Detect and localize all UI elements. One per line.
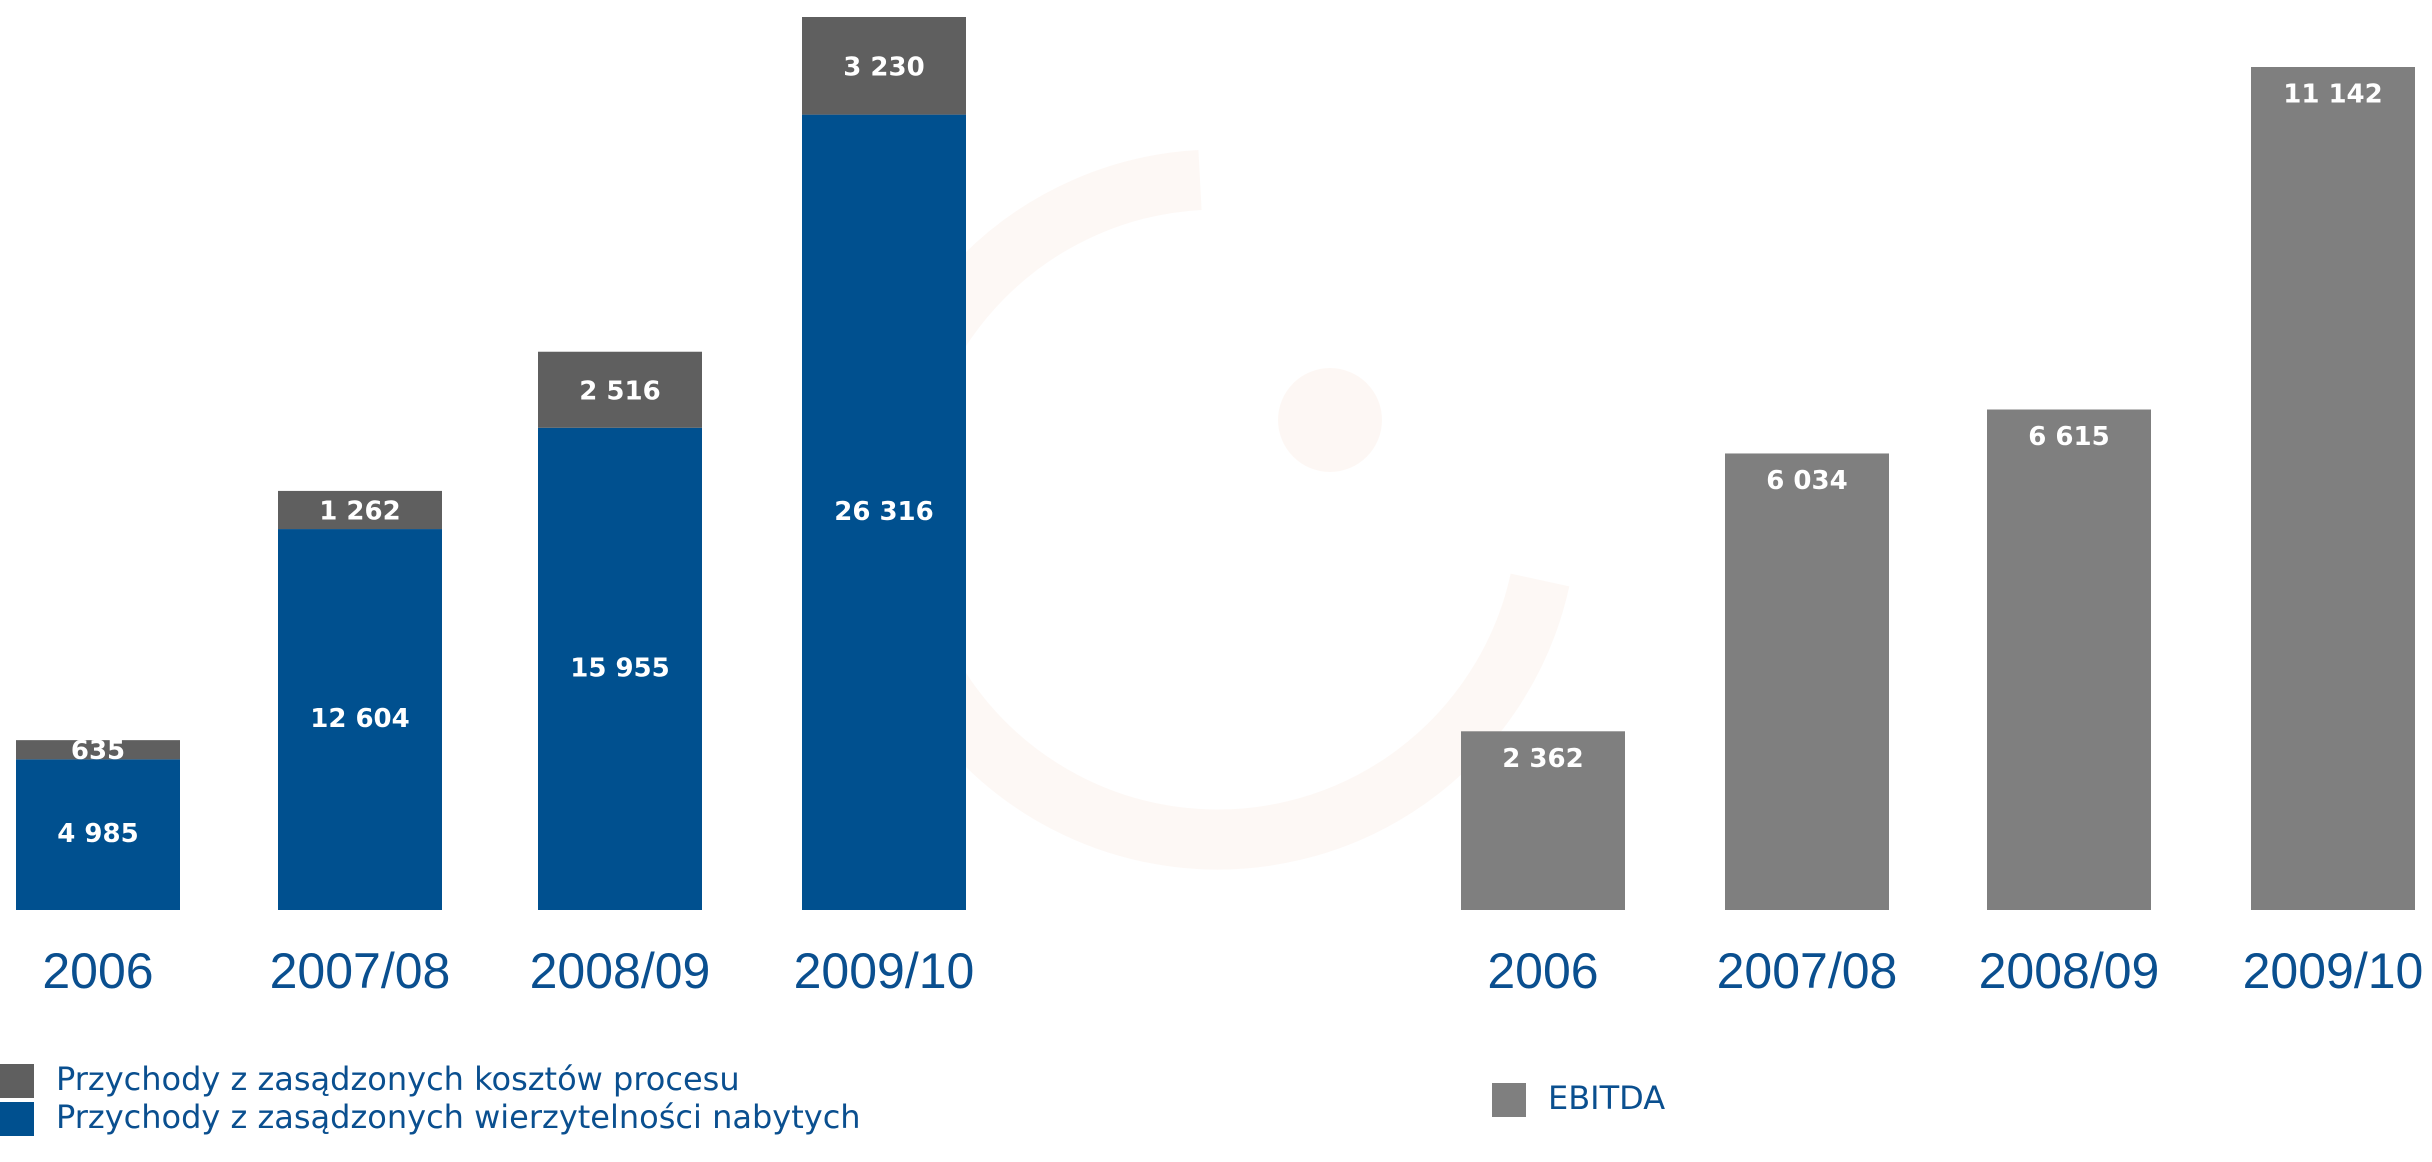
x-tick-label: 2006 [1487, 943, 1598, 999]
bar-segment [538, 351, 702, 428]
watermark-dot [1278, 368, 1382, 472]
bar-segment [278, 490, 442, 530]
bar-segment [278, 529, 442, 910]
watermark-arc [857, 150, 1570, 870]
data-label: 1 262 [319, 496, 400, 526]
x-tick-label: 2006 [42, 943, 153, 999]
bar-segment [16, 740, 180, 760]
data-label: 11 142 [2283, 80, 2383, 110]
data-label: 2 516 [579, 376, 660, 406]
bar [1461, 731, 1625, 910]
data-label: 12 604 [310, 704, 410, 734]
data-label: 3 230 [843, 52, 924, 82]
data-label: 26 316 [834, 497, 934, 527]
x-tick-label: 2008/09 [530, 943, 711, 999]
bar [1725, 453, 1889, 910]
legend-label: Przychody z zasądzonych kosztów procesu [56, 1060, 740, 1098]
data-label: 4 985 [57, 819, 138, 849]
watermark [857, 150, 1570, 870]
bar-segment [802, 114, 966, 910]
data-label: 6 034 [1766, 466, 1847, 496]
bar-segment [538, 427, 702, 910]
x-tick-label: 2007/08 [1717, 943, 1898, 999]
data-label: 6 615 [2028, 422, 2109, 452]
data-label: 2 362 [1502, 744, 1583, 774]
x-tick-label: 2008/09 [1979, 943, 2160, 999]
bar [2251, 67, 2415, 910]
bar [1987, 409, 2151, 910]
x-tick-label: 2007/08 [270, 943, 451, 999]
legend-swatch [0, 1064, 34, 1098]
bar-segment [16, 759, 180, 910]
legend-swatch [0, 1102, 34, 1136]
legend-swatch [1492, 1083, 1526, 1117]
legend-label: EBITDA [1548, 1079, 1665, 1117]
bar-segment [802, 17, 966, 115]
x-tick-label: 2009/10 [794, 943, 975, 999]
data-label: 15 955 [570, 653, 670, 683]
data-label: 635 [71, 736, 125, 766]
legend-label: Przychody z zasądzonych wierzytelności n… [56, 1098, 861, 1136]
x-tick-label: 2009/10 [2243, 943, 2424, 999]
